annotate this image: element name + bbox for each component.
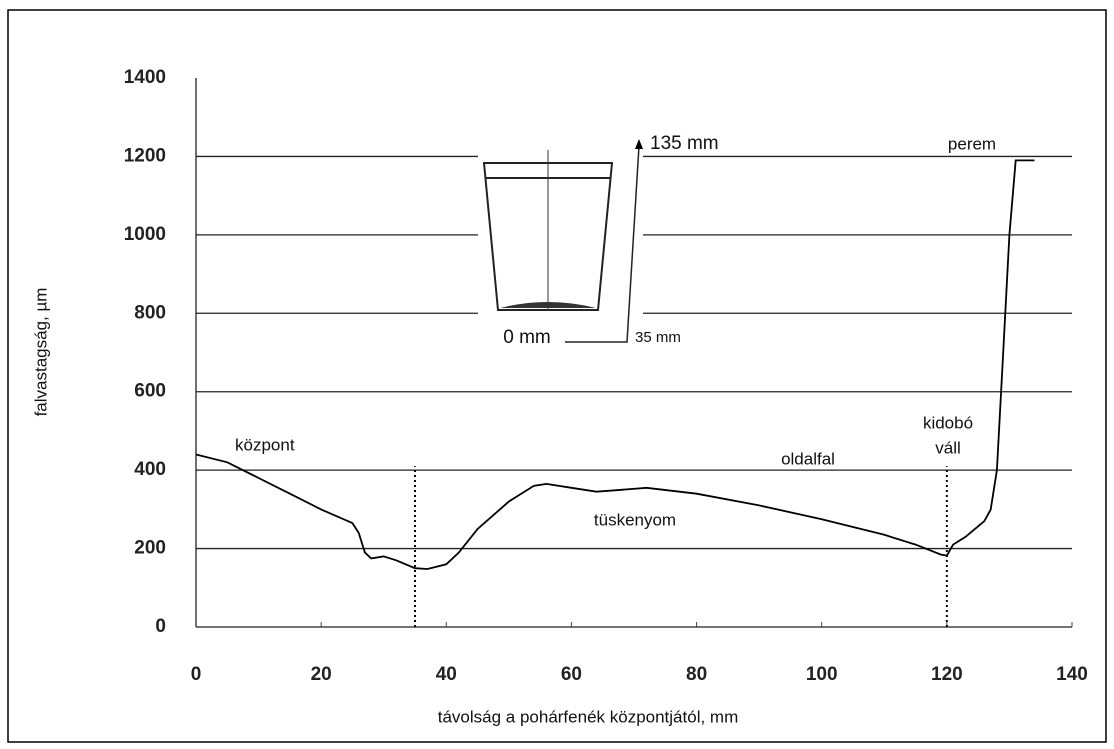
x-tick-label: 0 [191,664,202,685]
x-axis-label: távolság a pohárfenék központjától, mm [438,707,739,726]
y-tick-label: 1200 [124,145,166,166]
y-axis-label: falvastagság, µm [31,288,50,417]
y-tick-label: 800 [134,302,166,323]
annotation: 35 mm [635,329,681,346]
annotation: perem [948,134,996,153]
y-tick-label: 200 [134,538,166,559]
annotation: 0 mm [503,327,551,348]
x-tick-label: 140 [1056,664,1088,685]
chart: távolság a pohárfenék központjától, mm f… [0,0,1114,749]
x-tick-label: 120 [931,664,963,685]
y-tick-label: 600 [134,381,166,402]
x-tick-label: 40 [436,664,457,685]
x-tick-label: 100 [806,664,838,685]
y-tick-label: 400 [134,459,166,480]
x-tick-label: 80 [686,664,707,685]
x-tick-label: 20 [311,664,332,685]
inset-bg [478,138,643,323]
annotation: oldalfal [781,449,835,468]
annotation: váll [935,438,961,457]
annotation: központ [235,435,295,454]
y-tick-label: 1000 [124,224,166,245]
x-tick-label: 60 [561,664,582,685]
frame [8,10,1106,742]
annotation: tüskenyom [594,510,676,529]
annotation: 135 mm [650,133,719,154]
y-tick-label: 0 [155,616,166,637]
annotation: kidobó [923,413,973,432]
y-tick-label: 1400 [124,67,166,88]
